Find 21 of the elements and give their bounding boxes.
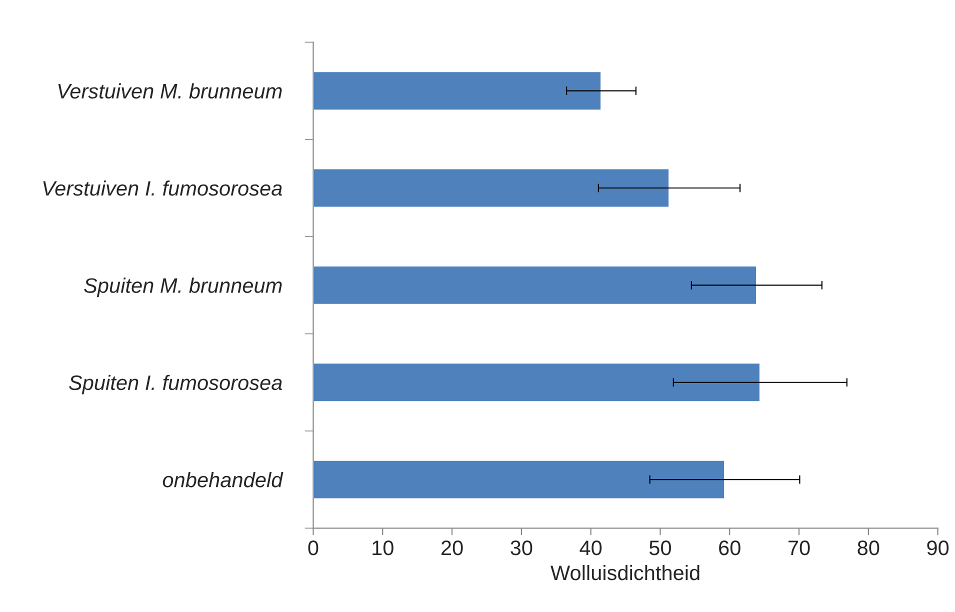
x-tick-label: 30 [510, 540, 532, 556]
x-tick-label: 20 [441, 540, 463, 556]
y-tick-label: Spuiten M. brunneum [84, 278, 282, 298]
x-tick-label: 90 [927, 540, 949, 556]
y-tick-label: Verstuiven I. fumosorosea [43, 180, 282, 196]
x-tick-label: 60 [719, 540, 740, 556]
bar [313, 362, 761, 403]
x-tick-label: 10 [372, 540, 394, 556]
bar [313, 459, 726, 500]
bar [313, 70, 602, 111]
bar [313, 265, 758, 306]
x-tick-label: 0 [308, 540, 318, 556]
x-tick-label: 40 [580, 540, 602, 556]
x-axis-title: Wolluisdichtheid [550, 564, 700, 580]
x-tick-label: 70 [788, 540, 810, 556]
y-tick-label: Spuiten I. fumosorosea [69, 374, 282, 394]
bar [313, 168, 670, 208]
y-tick-label: Verstuiven M. brunneum [58, 83, 282, 99]
x-tick-label: 80 [858, 540, 880, 556]
x-tick-label: 50 [649, 540, 671, 556]
y-tick-label: onbehandeld [162, 472, 284, 488]
